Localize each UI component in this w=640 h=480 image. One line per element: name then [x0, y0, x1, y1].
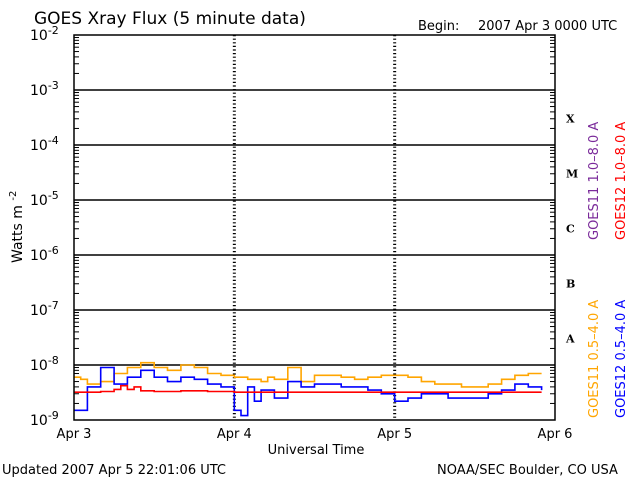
begin-value: 2007 Apr 3 0000 UTC: [478, 19, 617, 34]
x-axis-ticks: Apr 3 Apr 4 Apr 5 Apr 6: [57, 427, 573, 442]
chart-title: GOES Xray Flux (5 minute data): [34, 9, 306, 29]
legend-goes12-long: GOES12 1.0–8.0 A: [614, 122, 629, 240]
x-axis-label: Universal Time: [268, 443, 365, 458]
legend-goes12-short: GOES12 0.5–4.0 A: [614, 300, 629, 418]
series-lines: [74, 361, 543, 417]
y-axis-ticks: 10-9 10-8 10-7 10-6 10-5 10-4 10-3 10-2: [30, 24, 59, 429]
x-tick-label: Apr 4: [217, 427, 252, 442]
flare-class-A: A: [565, 333, 575, 346]
series-line-1: [74, 361, 542, 388]
flare-class-M: M: [566, 168, 578, 181]
y-axis-label-exponent: -2: [8, 191, 19, 201]
legend-goes11-short: GOES11 0.5–4.0 A: [587, 300, 602, 418]
credit-text: NOAA/SEC Boulder, CO USA: [437, 463, 618, 478]
y-tick-label: 10-9: [30, 409, 59, 429]
y-tick-label: 10-7: [30, 299, 59, 319]
legend-goes11-long: GOES11 1.0–8.0 A: [587, 122, 602, 240]
y-tick-label: 10-6: [30, 244, 59, 264]
flare-class-X: X: [566, 113, 575, 126]
series-line-2: [74, 366, 543, 417]
y-axis-label-text: Watts m: [10, 205, 26, 263]
x-tick-label: Apr 5: [377, 427, 412, 442]
begin-label: Begin:: [418, 19, 459, 34]
updated-timestamp: Updated 2007 Apr 5 22:01:06 UTC: [2, 463, 226, 478]
y-tick-label: 10-4: [30, 134, 59, 154]
flare-class-C: C: [566, 223, 575, 236]
x-tick-label: Apr 3: [57, 427, 92, 442]
y-tick-label: 10-8: [30, 354, 59, 374]
flare-class-labels: A B C M X: [565, 113, 578, 346]
x-tick-label: Apr 6: [538, 427, 573, 442]
series-line-3: [74, 384, 542, 393]
y-tick-label: 10-3: [30, 79, 59, 99]
y-axis-label: Watts m -2: [8, 191, 26, 263]
y-tick-label: 10-2: [30, 24, 59, 44]
plot-frame: [73, 34, 556, 421]
y-tick-label: 10-5: [30, 189, 59, 209]
flare-class-B: B: [566, 278, 575, 291]
